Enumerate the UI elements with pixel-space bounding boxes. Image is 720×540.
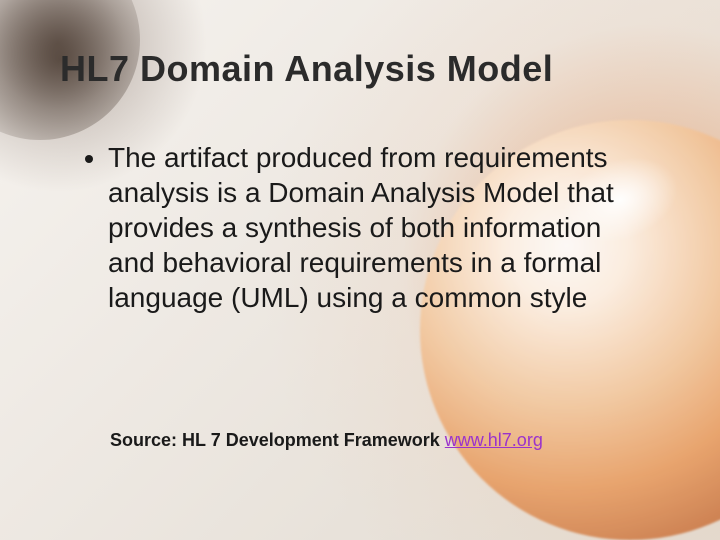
source-link[interactable]: www.hl7.org: [445, 430, 543, 450]
bullet-list: The artifact produced from requirements …: [80, 140, 640, 315]
slide-body: The artifact produced from requirements …: [80, 140, 640, 315]
source-line: Source: HL 7 Development Framework www.h…: [110, 430, 543, 451]
slide: HL7 Domain Analysis Model The artifact p…: [0, 0, 720, 540]
source-prefix: Source: HL 7 Development Framework: [110, 430, 445, 450]
bullet-item: The artifact produced from requirements …: [108, 140, 640, 315]
slide-title: HL7 Domain Analysis Model: [60, 48, 660, 90]
